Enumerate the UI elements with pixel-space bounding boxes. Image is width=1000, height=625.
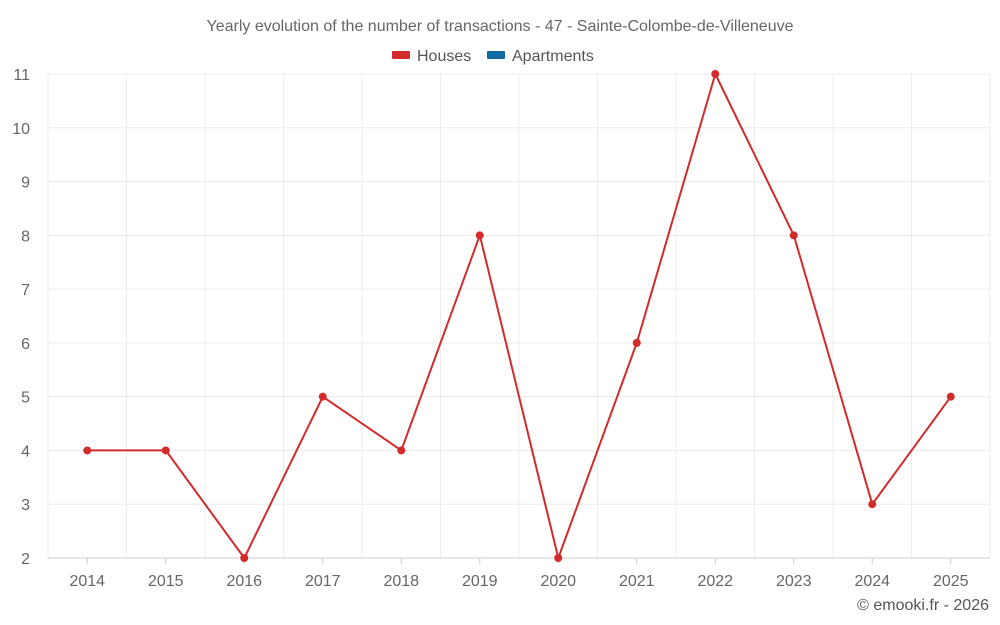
y-tick-label: 4 [21, 443, 30, 460]
y-tick-label: 11 [13, 67, 30, 84]
credit-text[interactable]: © emooki.fr - 2026 [857, 597, 989, 614]
series-layer [83, 70, 955, 562]
x-tick-label: 2021 [619, 573, 655, 590]
legend-label-apartments: Apartments [512, 48, 594, 65]
legend-item-houses[interactable]: Houses [392, 48, 471, 65]
data-point-houses[interactable] [397, 446, 406, 455]
axes: 2 3 4 5 6 7 8 9 10 11 2014 2015 2016 2017 2018 2019 2020… [12, 67, 990, 590]
y-tick-label: 10 [12, 121, 30, 138]
x-tick-label: 2019 [462, 573, 498, 590]
data-point-houses[interactable] [475, 231, 484, 240]
y-tick-label: 6 [21, 336, 30, 353]
y-tick-label: 7 [21, 282, 30, 299]
y-tick-label: 8 [21, 228, 30, 245]
grid [47, 73, 991, 558]
data-point-houses[interactable] [161, 446, 170, 455]
x-tick-label: 2023 [776, 573, 812, 590]
legend-item-apartments[interactable]: Apartments [487, 48, 594, 65]
data-point-houses[interactable] [83, 446, 92, 455]
y-tick-label: 3 [21, 497, 30, 514]
x-tick-label: 2018 [383, 573, 419, 590]
x-tick-label: 2024 [854, 573, 890, 590]
legend-swatch-apartments [487, 51, 505, 59]
legend-swatch-houses [392, 51, 410, 59]
x-tick-label: 2015 [148, 573, 184, 590]
x-tick-label: 2022 [697, 573, 733, 590]
legend-label-houses: Houses [417, 48, 471, 65]
x-tick-label: 2016 [226, 573, 262, 590]
x-tick-label: 2020 [540, 573, 576, 590]
x-tick-label: 2025 [933, 573, 969, 590]
y-tick-label: 9 [21, 175, 30, 192]
data-point-houses[interactable] [318, 392, 327, 401]
data-point-houses[interactable] [946, 392, 955, 401]
x-tick-label: 2017 [305, 573, 341, 590]
chart-title: Yearly evolution of the number of transa… [207, 18, 794, 35]
data-point-houses[interactable] [789, 231, 798, 240]
data-point-houses[interactable] [868, 500, 877, 509]
data-point-houses[interactable] [240, 554, 249, 562]
y-tick-label: 2 [21, 551, 30, 568]
data-point-houses[interactable] [632, 338, 641, 347]
data-point-houses[interactable] [554, 554, 563, 562]
series-line-houses [87, 73, 952, 559]
y-tick-label: 5 [21, 390, 30, 407]
x-tick-label: 2014 [69, 573, 105, 590]
legend: Houses Apartments [392, 48, 594, 65]
data-point-houses[interactable] [711, 70, 720, 78]
